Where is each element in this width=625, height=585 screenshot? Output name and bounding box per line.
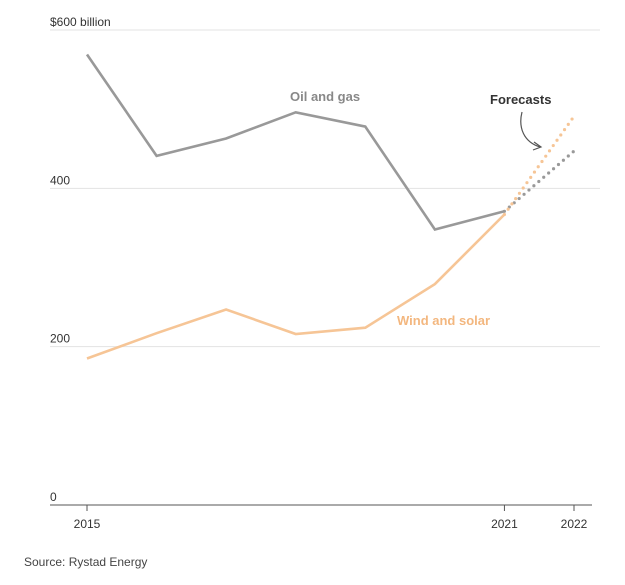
- x-tick-label: 2021: [491, 517, 518, 531]
- series-label-wind-solar: Wind and solar: [397, 313, 490, 328]
- y-tick-label: 0: [50, 490, 57, 504]
- series-line-oil-and-gas: [85, 53, 505, 231]
- y-tick-label: $600 billion: [50, 15, 111, 29]
- x-axis: 2015 2021 2022: [50, 504, 592, 531]
- series-forecast-oil-and-gas: [502, 149, 576, 213]
- series-lines: [85, 53, 576, 360]
- forecast-arrowhead-icon: [532, 141, 543, 151]
- source-note: Source: Rystad Energy: [24, 555, 148, 569]
- gridlines: $600 billion 400 200 0: [50, 15, 600, 504]
- y-tick-label: 200: [50, 332, 70, 346]
- series-forecast-wind-and-solar: [502, 114, 576, 217]
- x-tick-label: 2022: [561, 517, 588, 531]
- forecast-arrow: [520, 111, 541, 148]
- y-tick-label: 400: [50, 173, 70, 187]
- series-label-oil-gas: Oil and gas: [290, 89, 360, 104]
- forecast-annotation: Forecasts: [490, 92, 551, 107]
- x-tick-label: 2015: [74, 517, 101, 531]
- series-line-wind-and-solar: [86, 213, 506, 360]
